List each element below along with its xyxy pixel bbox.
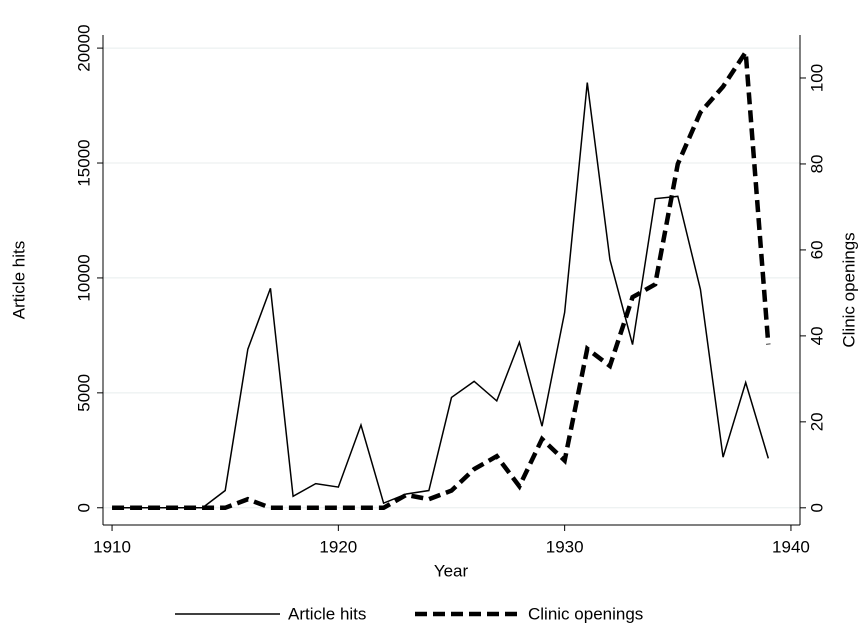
line-series [112,82,770,509]
x-tick-label: 1940 [772,537,810,556]
legend-label: Clinic openings [528,604,643,623]
y2-axis-title: Clinic openings [839,232,858,347]
x-tick-label: 1930 [546,537,584,556]
line-series [112,45,771,511]
legend-label: Article hits [288,604,366,623]
y-tick-label: 20000 [74,24,93,71]
y2-tick-label: 0 [807,503,826,512]
x-axis-title: Year [434,561,469,580]
y-tick-label: 10000 [74,254,93,301]
x-tick-label: 1910 [93,537,131,556]
y2-tick-label: 100 [807,64,826,92]
y2-tick-label: 20 [807,412,826,431]
y-tick-label: 5000 [74,374,93,412]
y2-tick-label: 80 [807,154,826,173]
y-tick-label: 0 [74,503,93,512]
y2-tick-label: 40 [807,326,826,345]
y2-tick-label: 60 [807,240,826,259]
y-axis-title: Article hits [9,241,28,319]
y-tick-label: 15000 [74,139,93,186]
x-tick-label: 1920 [319,537,357,556]
